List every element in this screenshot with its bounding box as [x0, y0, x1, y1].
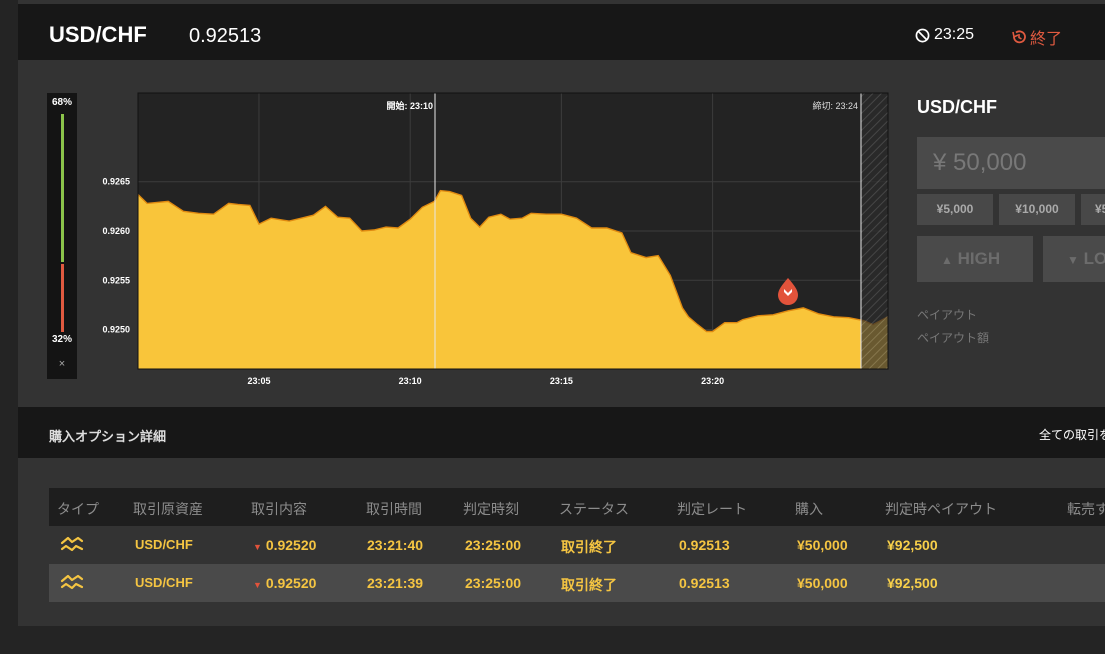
quick-amount-5000[interactable]: ¥5,000 [917, 194, 993, 225]
y-tick-label: 0.9265 [102, 177, 130, 187]
y-tick-label: 0.9255 [102, 275, 130, 285]
end-button[interactable]: 終了 [1011, 25, 1062, 49]
header-purchase: 購入 [795, 501, 823, 517]
header-payout: 判定時ペイアウト [885, 501, 997, 517]
low-percentage: 32% [51, 334, 72, 345]
x-tick-label: 23:20 [701, 376, 724, 386]
down-icon: ▼ [253, 542, 262, 552]
row-time: 23:21:39 [367, 575, 424, 591]
row-judge-time: 23:25:00 [465, 575, 522, 591]
investment-amount-input[interactable]: ¥ 50,000 [917, 137, 1105, 189]
row-content: ▼ 0.92520 [253, 575, 316, 591]
header-judge-rate: 判定レート [677, 501, 747, 517]
row-payout: ¥92,500 [887, 575, 938, 591]
high-button[interactable]: ▲ HIGH [917, 236, 1033, 282]
row-judge-time: 23:25:00 [465, 537, 522, 553]
header-content: 取引内容 [251, 501, 307, 517]
price-line-series [137, 189, 889, 333]
row-judge-rate: 0.92513 [679, 537, 730, 553]
row-purchase: ¥50,000 [797, 537, 848, 553]
payout-amount-label: ペイアウト額 [917, 331, 990, 345]
highlow-icon [59, 573, 85, 596]
x-tick-label: 23:10 [399, 376, 422, 386]
row-content-value: 0.92520 [265, 537, 317, 553]
trading-panel: USD/CHF 0.92513 23:25 終了 68% 32% × 開始: 2… [18, 0, 1105, 626]
end-label: 終了 [1030, 31, 1063, 48]
header-judge-time: 判定時刻 [463, 501, 519, 517]
high-percentage: 68% [51, 97, 72, 108]
price-area-series [138, 190, 888, 369]
payout-label: ペイアウト [917, 308, 978, 322]
down-arrow-icon [784, 289, 792, 296]
sentiment-gauge: 68% 32% × [47, 93, 77, 379]
countdown-timer: 23:25 [915, 26, 974, 44]
low-button[interactable]: ▼ LO [1043, 236, 1105, 282]
row-status: 取引終了 [561, 577, 617, 593]
low-button-label: LO [1083, 249, 1105, 268]
price-chart[interactable]: 開始: 23:10 締切: 23:24 0.9265 0.9260 0.9255 0.… [93, 92, 891, 387]
down-icon: ▼ [253, 580, 262, 590]
low-sentiment-bar [61, 264, 64, 332]
header-asset: 取引原資産 [133, 501, 203, 517]
timer-icon [915, 28, 930, 42]
trade-marker [778, 278, 798, 305]
top-bar: USD/CHF 0.92513 23:25 終了 [18, 4, 1105, 60]
deadline-zone [861, 93, 888, 369]
chart-border [137, 92, 889, 370]
down-arrow-icon: ▼ [1067, 253, 1079, 267]
history-icon [1012, 30, 1026, 44]
up-arrow-icon: ▲ [941, 253, 953, 267]
x-tick-label: 23:15 [550, 376, 573, 386]
highlow-icon [59, 535, 85, 558]
all-trades-link[interactable]: 全ての取引を [1039, 428, 1105, 442]
row-status: 取引終了 [561, 539, 617, 555]
asset-pair-title: USD/CHF [49, 22, 147, 47]
row-payout: ¥92,500 [887, 537, 938, 553]
row-asset: USD/CHF [135, 537, 193, 552]
start-time-label: 開始: 23:10 [386, 100, 433, 111]
deadline-label: 締切: 23:24 [812, 100, 858, 111]
x-tick-label: 23:05 [247, 376, 270, 386]
high-button-label: HIGH [957, 249, 1001, 268]
row-time: 23:21:40 [367, 537, 424, 553]
current-rate: 0.92513 [189, 25, 262, 47]
section-title: 購入オプション詳細 [49, 429, 167, 444]
y-tick-label: 0.9260 [102, 226, 130, 236]
table-header: タイプ 取引原資産 取引内容 取引時間 判定時刻 ステータス 判定レート 購入 … [49, 488, 1105, 526]
table-row[interactable]: USD/CHF ▼ 0.92520 23:21:40 23:25:00 取引終了… [49, 526, 1105, 564]
panel-asset-title: USD/CHF [917, 97, 997, 117]
quick-amount-10000[interactable]: ¥10,000 [999, 194, 1075, 225]
options-table: タイプ 取引原資産 取引内容 取引時間 判定時刻 ステータス 判定レート 購入 … [49, 488, 1105, 602]
row-judge-rate: 0.92513 [679, 575, 730, 591]
gauge-close-button[interactable]: × [58, 358, 66, 370]
header-status: ステータス [559, 501, 629, 517]
row-content-value: 0.92520 [265, 575, 317, 591]
row-content: ▼ 0.92520 [253, 537, 316, 553]
options-detail-header: 購入オプション詳細 全ての取引を [18, 407, 1105, 458]
header-resell: 転売す [1067, 501, 1105, 517]
y-tick-label: 0.9250 [102, 325, 130, 335]
timer-value: 23:25 [934, 26, 975, 43]
high-sentiment-bar [61, 114, 64, 262]
table-row[interactable]: USD/CHF ▼ 0.92520 23:21:39 23:25:00 取引終了… [49, 564, 1105, 602]
row-purchase: ¥50,000 [797, 575, 848, 591]
header-time: 取引時間 [366, 501, 422, 517]
row-asset: USD/CHF [135, 575, 193, 590]
quick-amount-3[interactable]: ¥5 [1081, 194, 1105, 225]
header-type: タイプ [57, 501, 99, 517]
